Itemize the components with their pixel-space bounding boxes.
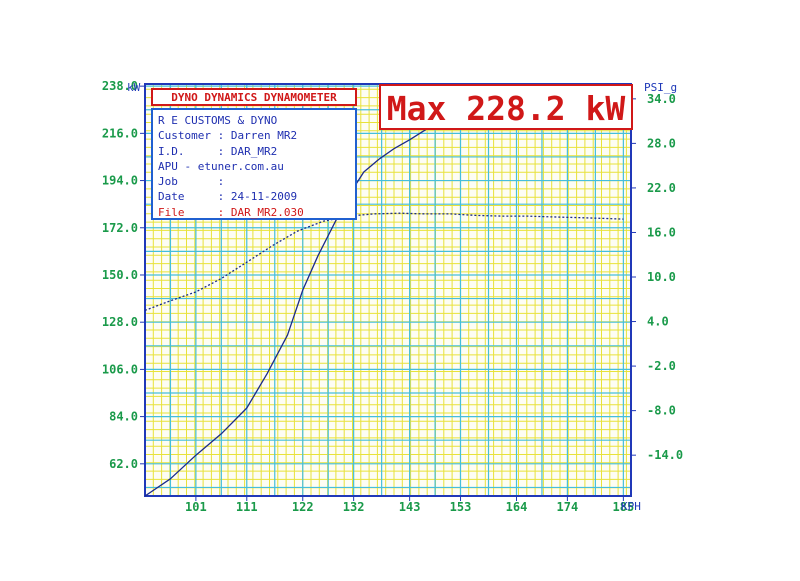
x-tick-label: 122 — [292, 500, 314, 514]
y-axis-unit-label: kW — [127, 81, 141, 94]
x-tick-label: 132 — [343, 500, 365, 514]
y-tick-label: 194.0 — [102, 174, 138, 188]
id-line: I.D. : DAR_MR2 — [158, 144, 278, 158]
x-tick-label: 153 — [450, 500, 472, 514]
apu-line: APU - etuner.com.au — [158, 159, 284, 173]
y2-tick-label: 10.0 — [647, 270, 676, 284]
y-tick-label: 172.0 — [102, 221, 138, 235]
y2-tick-label: 22.0 — [647, 181, 676, 195]
job-line: Job : — [158, 175, 225, 189]
y-tick-label: 84.0 — [109, 410, 138, 424]
customer-info-panel: R E CUSTOMS & DYNO Customer : Darren MR2… — [151, 108, 357, 220]
y2-tick-label: 28.0 — [647, 136, 676, 150]
y-tick-label: 106.0 — [102, 362, 138, 376]
x-tick-label: 101 — [185, 500, 207, 514]
file-line: File : DAR_MR2.030 — [158, 205, 304, 219]
boost-curve — [144, 212, 624, 312]
y-tick-label: 62.0 — [109, 457, 138, 471]
y2-tick-label: 34.0 — [647, 92, 676, 106]
date-line: Date : 24-11-2009 — [158, 190, 298, 204]
x-tick-label: 143 — [399, 500, 421, 514]
y2-axis-unit-label: PSI_g — [644, 81, 677, 94]
x-tick-label: 174 — [557, 500, 579, 514]
x-axis-unit-label: KPH — [621, 500, 641, 513]
max-power-box: Max 228.2 kW — [379, 84, 633, 130]
x-tick-label: 185 — [613, 500, 635, 514]
y2-tick-label: -8.0 — [647, 404, 676, 418]
y2-tick-label: 4.0 — [647, 315, 669, 329]
y2-tick-label: 16.0 — [647, 225, 676, 239]
max-power-text: Max 228.2 kW — [386, 89, 626, 128]
y-tick-label: 128.0 — [102, 315, 138, 329]
y-tick-label: 150.0 — [102, 268, 138, 282]
y-tick-label: 216.0 — [102, 126, 138, 140]
customer-line: Customer : Darren MR2 — [158, 129, 298, 143]
shop-name: R E CUSTOMS & DYNO — [158, 114, 278, 127]
y2-tick-label: -14.0 — [647, 448, 683, 462]
y-tick-label: 238.0 — [102, 79, 138, 93]
dyno-header-box: DYNO DYNAMICS DYNAMOMETER — [151, 88, 357, 106]
y2-tick-label: -2.0 — [647, 359, 676, 373]
x-tick-label: 111 — [236, 500, 258, 514]
x-tick-label: 164 — [506, 500, 528, 514]
dyno-header-title: DYNO DYNAMICS DYNAMOMETER — [171, 91, 337, 104]
